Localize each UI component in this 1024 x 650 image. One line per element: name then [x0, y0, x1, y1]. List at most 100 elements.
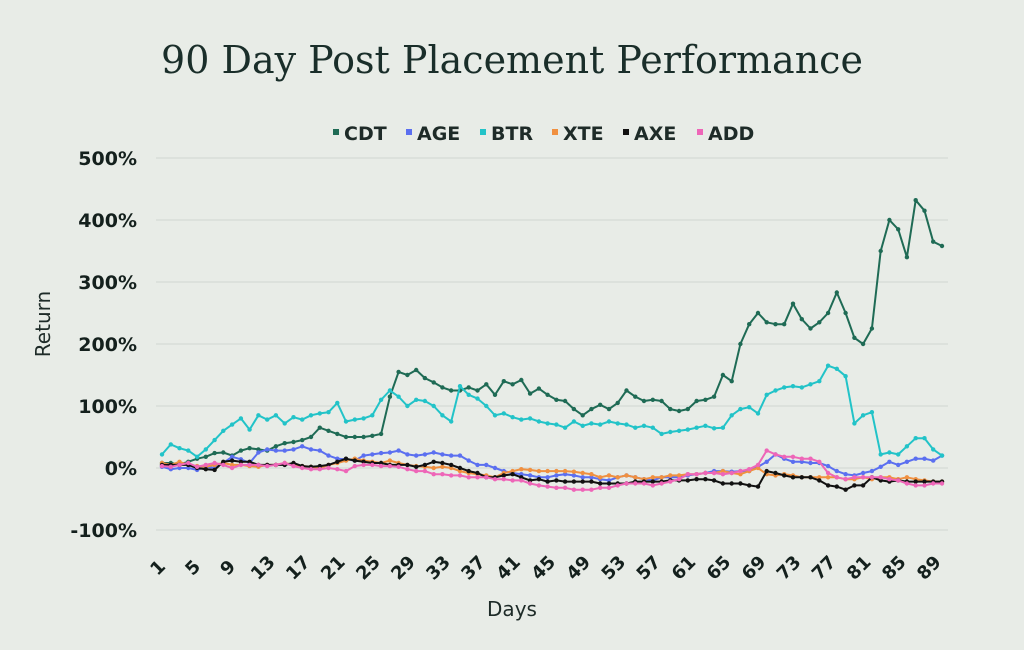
data-point — [825, 363, 831, 368]
data-point — [501, 379, 506, 384]
data-point — [904, 459, 910, 464]
data-point — [869, 468, 875, 474]
data-point — [729, 413, 734, 418]
data-point — [878, 452, 883, 457]
data-point — [887, 450, 892, 455]
data-point — [238, 459, 244, 464]
legend-label: AXE — [634, 123, 676, 145]
legend-marker — [623, 129, 629, 135]
data-point — [273, 413, 279, 418]
data-point — [624, 473, 629, 478]
data-point — [817, 459, 822, 464]
data-point — [790, 301, 796, 306]
data-point — [247, 459, 252, 464]
data-point — [422, 462, 428, 468]
data-point — [282, 448, 287, 453]
data-point — [896, 227, 901, 232]
data-point — [308, 447, 314, 452]
data-point — [273, 462, 279, 468]
data-point — [571, 473, 577, 478]
data-point — [589, 475, 594, 480]
data-point — [747, 405, 752, 410]
data-point — [545, 479, 550, 484]
data-point — [238, 462, 244, 468]
legend: CDT AGE BTR XTE AXE ADD — [333, 123, 754, 145]
data-point — [755, 465, 761, 471]
data-point — [825, 475, 831, 480]
data-point — [527, 473, 533, 478]
data-point — [650, 475, 655, 480]
data-point — [212, 460, 217, 466]
data-point — [650, 425, 655, 430]
data-point — [282, 460, 287, 466]
data-point — [720, 425, 726, 430]
legend-label: CDT — [344, 123, 387, 145]
data-point — [668, 479, 673, 484]
data-point — [580, 475, 585, 480]
data-point — [361, 462, 366, 468]
data-point — [536, 477, 542, 482]
data-point — [229, 465, 235, 471]
data-point — [747, 467, 752, 472]
x-tick-label: 37 — [457, 552, 490, 585]
data-point — [378, 431, 384, 437]
data-point — [457, 384, 463, 389]
legend-label: BTR — [491, 123, 533, 145]
data-point — [352, 463, 357, 469]
data-point — [168, 442, 173, 447]
data-point — [668, 429, 673, 435]
data-point — [317, 448, 322, 453]
data-point — [659, 475, 664, 480]
data-point — [317, 467, 322, 472]
data-point — [256, 462, 261, 468]
data-point — [799, 475, 804, 480]
data-point — [308, 467, 314, 472]
data-point — [729, 481, 734, 486]
data-point — [764, 448, 769, 453]
data-point — [484, 462, 489, 468]
data-point — [265, 447, 270, 452]
data-point — [869, 410, 875, 415]
y-axis-label: Return — [31, 291, 55, 357]
data-point — [361, 434, 366, 440]
data-point — [825, 483, 831, 488]
y-tick-label: 200% — [78, 334, 137, 356]
data-point — [606, 485, 612, 490]
data-point — [589, 472, 594, 477]
x-tick-label: 45 — [527, 552, 560, 585]
data-point — [834, 290, 839, 295]
data-point — [834, 468, 839, 474]
data-point — [203, 467, 208, 472]
data-point — [414, 397, 419, 402]
data-point — [545, 468, 550, 474]
data-point — [405, 467, 410, 472]
data-point — [580, 479, 585, 484]
data-point — [580, 423, 585, 428]
data-point — [808, 326, 813, 331]
x-tick-label: 89 — [913, 552, 946, 585]
data-point — [747, 322, 752, 327]
data-point — [527, 467, 533, 473]
data-point — [729, 470, 734, 476]
legend-label: ADD — [708, 123, 754, 145]
series-lines — [159, 198, 945, 492]
data-point — [799, 317, 804, 322]
data-point — [545, 484, 550, 489]
data-point — [282, 441, 287, 446]
data-point — [510, 478, 515, 483]
data-point — [694, 472, 699, 477]
data-point — [562, 425, 568, 430]
data-point — [229, 422, 235, 427]
data-point — [457, 468, 463, 474]
legend-item-axe: AXE — [623, 123, 676, 145]
data-point — [554, 397, 559, 402]
data-point — [904, 475, 910, 480]
data-point — [475, 396, 480, 401]
data-point — [265, 463, 270, 469]
data-point — [352, 434, 357, 440]
data-point — [203, 454, 208, 459]
data-point — [221, 450, 226, 455]
data-point — [922, 456, 927, 461]
x-tick-label: 29 — [387, 552, 420, 585]
data-point — [615, 400, 620, 406]
